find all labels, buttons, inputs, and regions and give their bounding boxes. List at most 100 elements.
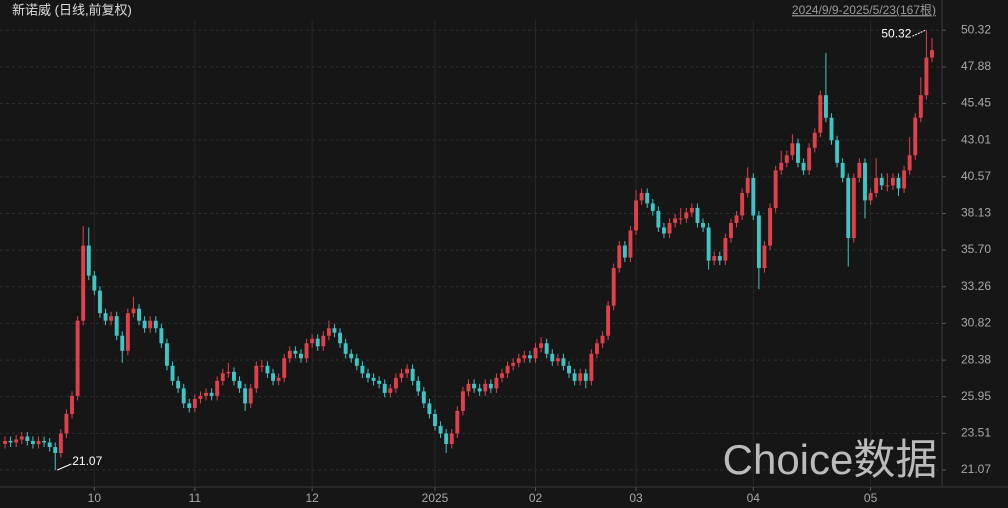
candle-body xyxy=(678,218,683,220)
candle-body xyxy=(924,57,929,96)
candle-body xyxy=(326,328,331,336)
candle-body xyxy=(159,328,164,344)
candle-body xyxy=(896,177,901,189)
candle-body xyxy=(745,177,750,193)
x-tick-label: 05 xyxy=(864,491,878,505)
candle-body xyxy=(902,170,907,189)
candle-body xyxy=(254,365,259,389)
y-tick-label: 38.13 xyxy=(961,206,991,220)
chart-title: 新诺威 (日线,前复权) xyxy=(12,2,132,17)
candle-body xyxy=(209,392,214,396)
candle-body xyxy=(137,308,141,321)
candle-body xyxy=(913,117,918,156)
candle-body xyxy=(751,177,756,216)
candle-body xyxy=(784,155,789,163)
x-tick-label: 02 xyxy=(529,491,543,505)
candle-body xyxy=(204,392,208,396)
candle-body xyxy=(120,335,125,351)
y-tick-label: 35.70 xyxy=(961,242,991,256)
candle-body xyxy=(153,320,158,329)
candle-body xyxy=(125,313,130,351)
candle-body xyxy=(622,245,627,258)
candle-body xyxy=(857,162,862,178)
candle-body xyxy=(131,308,136,314)
candle-body xyxy=(226,371,231,374)
candle-body xyxy=(578,373,583,381)
candle-body xyxy=(30,440,35,444)
candle-body xyxy=(516,358,521,363)
low-arrow xyxy=(57,463,72,471)
candle-body xyxy=(36,440,41,444)
candle-body xyxy=(656,210,661,228)
candle-body xyxy=(756,215,761,269)
candle-body xyxy=(734,215,739,223)
candle-body xyxy=(170,365,175,381)
high-arrow xyxy=(912,29,926,37)
candle-body xyxy=(723,238,728,261)
candle-body xyxy=(237,380,242,389)
candle-body xyxy=(829,117,834,141)
candle-body xyxy=(796,143,800,163)
candle-body xyxy=(673,218,678,223)
candle-body xyxy=(472,383,477,389)
candle-body xyxy=(14,439,19,443)
candle-body xyxy=(483,383,488,392)
candle-body xyxy=(863,162,867,201)
candle-body xyxy=(164,343,169,366)
candle-body xyxy=(265,365,270,374)
candle-body xyxy=(890,177,895,186)
candle-body xyxy=(667,222,672,234)
candle-body xyxy=(544,343,549,354)
candle-body xyxy=(527,355,532,359)
low-label: 21.07 xyxy=(72,454,102,468)
candle-body xyxy=(97,290,102,314)
candle-body xyxy=(393,377,398,389)
y-tick-label: 21.07 xyxy=(961,462,991,476)
candle-body xyxy=(606,305,611,336)
candle-body xyxy=(740,192,745,216)
y-tick-label: 28.38 xyxy=(961,352,991,366)
candle-body xyxy=(405,368,410,374)
candle-body xyxy=(851,177,856,239)
candle-body xyxy=(276,377,281,381)
candle-body xyxy=(773,170,778,208)
candle-body xyxy=(377,380,382,384)
candle-body xyxy=(192,398,197,408)
candle-body xyxy=(572,373,577,381)
candle-body xyxy=(47,442,52,448)
candle-body xyxy=(371,377,376,381)
candle-body xyxy=(835,140,840,163)
candle-body xyxy=(455,410,460,434)
candle-body xyxy=(885,185,890,187)
candle-body xyxy=(70,395,74,414)
candle-body xyxy=(868,192,873,201)
x-tick-label: 2025 xyxy=(422,491,449,505)
candle-body xyxy=(25,436,30,441)
candle-body xyxy=(879,177,884,186)
candle-body xyxy=(645,192,650,204)
candle-body xyxy=(522,355,527,359)
watermark: Choice数据 xyxy=(723,436,938,483)
date-range: 2024/9/9-2025/5/23(167根) xyxy=(792,3,936,17)
candle-body xyxy=(634,200,638,231)
candle-body xyxy=(779,162,784,171)
candle-body xyxy=(388,388,393,393)
candle-body xyxy=(611,268,616,306)
candle-body xyxy=(148,320,153,329)
candle-body xyxy=(466,383,471,392)
candle-body xyxy=(930,50,934,58)
candle-body xyxy=(427,403,432,414)
candle-body xyxy=(81,245,86,321)
candle-body xyxy=(840,162,845,178)
candle-body xyxy=(533,347,538,359)
candle-body xyxy=(19,436,24,440)
candle-body xyxy=(539,343,544,348)
candle-body xyxy=(712,256,717,261)
candle-body xyxy=(918,95,923,118)
y-tick-label: 40.57 xyxy=(961,169,991,183)
candle-body xyxy=(812,132,817,148)
candle-body xyxy=(293,350,298,354)
candle-body xyxy=(382,383,387,393)
